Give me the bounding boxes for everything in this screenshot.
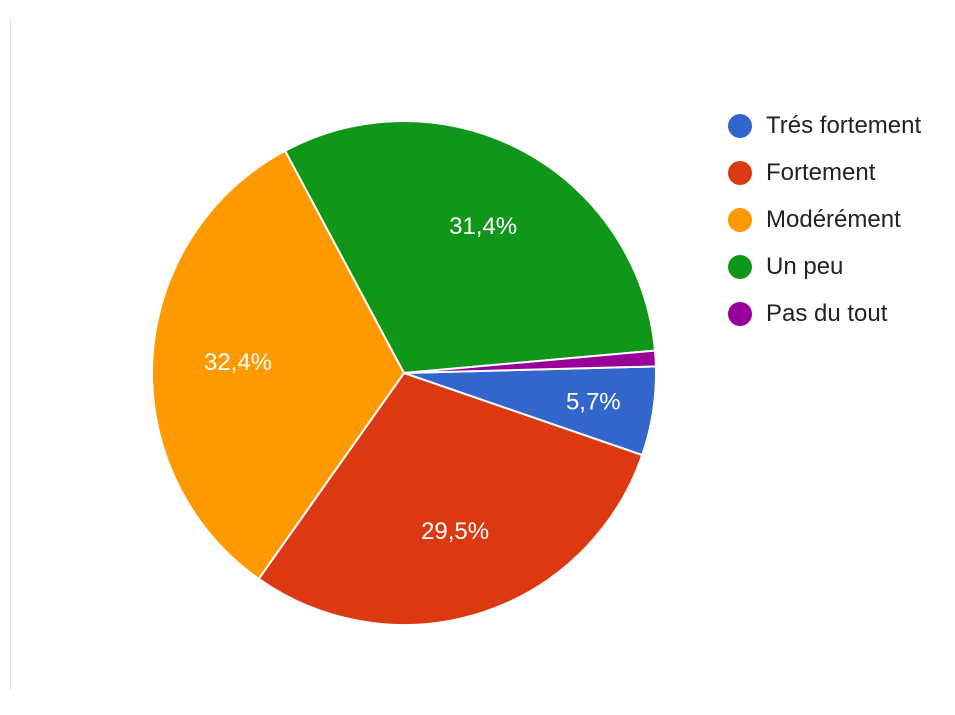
legend-dot-icon xyxy=(728,113,752,138)
legend-label: Trés fortement xyxy=(766,111,922,139)
pie-value-labels: 5,7% 29,5% 32,4% 31,4% xyxy=(204,213,621,545)
pie-slice-3[interactable] xyxy=(283,120,657,375)
pie-slice-value-label: 29,5% xyxy=(421,518,489,545)
legend-item[interactable]: Trés fortement xyxy=(728,102,921,149)
pie-slice-1[interactable] xyxy=(257,371,644,626)
legend-item[interactable]: Pas du tout xyxy=(728,290,921,337)
pie-slice-4[interactable] xyxy=(403,349,657,374)
legend-dot-icon xyxy=(728,254,752,279)
chart-legend: Trés fortement Fortement Modérément Un peu P… xyxy=(728,102,921,337)
legend-dot-icon xyxy=(728,301,752,326)
pie-slice-value-label: 32,4% xyxy=(204,349,272,376)
pie-slice-value-label: 5,7% xyxy=(566,389,621,416)
legend-item[interactable]: Modérément xyxy=(728,196,921,243)
legend-item[interactable]: Fortement xyxy=(728,149,921,196)
legend-label: Fortement xyxy=(766,158,876,186)
pie-slices xyxy=(151,120,657,626)
pie-slice-value-label: 31,4% xyxy=(449,213,517,240)
legend-label: Modérément xyxy=(766,205,901,233)
legend-dot-icon xyxy=(728,207,752,232)
legend-item[interactable]: Un peu xyxy=(728,243,921,290)
legend-label: Pas du tout xyxy=(766,299,888,327)
left-divider xyxy=(10,18,11,690)
legend-label: Un peu xyxy=(766,252,844,280)
pie-slice-2[interactable] xyxy=(151,149,406,581)
legend-dot-icon xyxy=(728,160,752,185)
